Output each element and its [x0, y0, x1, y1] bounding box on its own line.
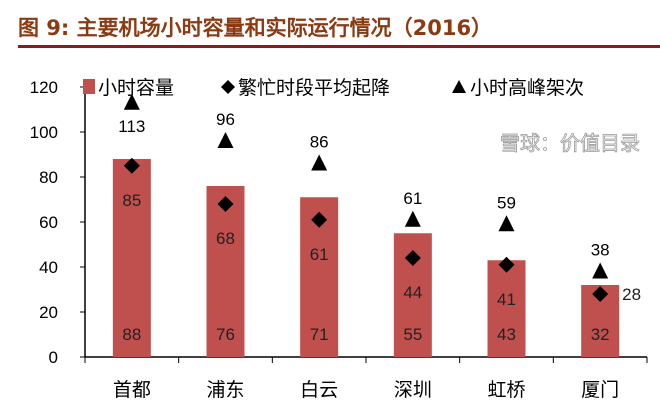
x-category-label: 浦东	[206, 379, 244, 401]
x-category-label: 深圳	[394, 379, 432, 401]
diamond-value-label: 41	[497, 290, 516, 309]
y-tick-label: 80	[39, 168, 58, 187]
y-tick-label: 20	[39, 303, 58, 322]
triangle-marker	[498, 215, 515, 232]
x-category-label: 虹桥	[487, 379, 525, 401]
triangle-value-label: 96	[216, 110, 235, 129]
triangle-value-label: 38	[591, 241, 610, 260]
triangle-value-label: 59	[497, 193, 516, 212]
triangle-marker	[404, 210, 421, 227]
legend-triangle-icon	[452, 80, 466, 93]
diamond-value-label: 61	[310, 245, 329, 264]
legend-bar-swatch	[83, 79, 95, 94]
x-category-label: 白云	[300, 379, 338, 401]
legend-label: 小时高峰架次	[470, 77, 584, 99]
triangle-marker	[123, 93, 140, 110]
watermark: 雪球：价值目录	[500, 132, 640, 155]
figure-title: 图 9: 主要机场小时容量和实际运行情况（2016）	[18, 16, 493, 40]
diamond-marker	[498, 256, 515, 273]
diamond-marker	[592, 286, 609, 302]
diamond-marker	[217, 196, 234, 212]
diamond-value-label: 28	[622, 285, 641, 304]
title-rule	[18, 45, 660, 48]
bar-value-label: 55	[403, 325, 422, 344]
y-tick-label: 120	[30, 78, 58, 97]
diamond-marker	[404, 250, 421, 266]
bar-value-label: 88	[122, 325, 141, 344]
y-tick-label: 60	[39, 213, 58, 232]
bar-value-label: 43	[497, 325, 516, 344]
triangle-marker	[217, 132, 234, 148]
y-tick-label: 40	[39, 258, 58, 277]
y-tick-label: 0	[49, 348, 58, 367]
bar-value-label: 32	[591, 325, 610, 344]
triangle-value-label: 61	[403, 189, 422, 208]
bar-value-label: 71	[310, 325, 329, 344]
triangle-value-label: 86	[310, 133, 329, 152]
diamond-marker	[123, 157, 140, 174]
diamond-value-label: 44	[403, 283, 422, 302]
triangle-marker	[311, 154, 328, 171]
bar	[206, 186, 245, 357]
legend-diamond-icon	[221, 80, 235, 94]
triangle-value-label: 113	[118, 117, 145, 136]
bar	[112, 159, 151, 357]
y-tick-label: 100	[30, 123, 58, 142]
triangle-marker	[592, 262, 609, 279]
diamond-value-label: 68	[216, 229, 235, 248]
legend-label: 繁忙时段平均起降	[238, 77, 390, 99]
x-category-label: 厦门	[581, 379, 619, 401]
bar	[487, 260, 526, 357]
legend-label: 小时容量	[98, 77, 174, 99]
diamond-value-label: 85	[122, 191, 141, 210]
bar-value-label: 76	[216, 325, 235, 344]
x-category-label: 首都	[113, 379, 151, 401]
diamond-marker	[311, 211, 328, 228]
